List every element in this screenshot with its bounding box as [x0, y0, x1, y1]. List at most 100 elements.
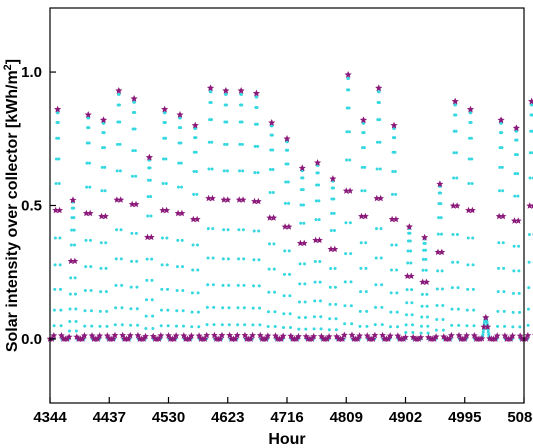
star-point: [329, 175, 337, 182]
dot-point: [436, 269, 440, 273]
star-point: [126, 331, 134, 339]
dot-point: [358, 324, 362, 328]
dot-point: [196, 310, 200, 314]
x-axis-ticks: 4344 4437 4530 4623 4716 4809 4902 4995 5088: [33, 397, 533, 426]
dot-point: [150, 257, 154, 261]
dot-point: [424, 248, 428, 252]
dot-point: [103, 189, 107, 193]
dot-point: [226, 228, 230, 232]
dot-point: [58, 263, 62, 267]
star-point: [325, 333, 333, 340]
dot-point: [435, 287, 439, 291]
dot-point: [450, 286, 454, 290]
dot-point: [344, 252, 348, 256]
dot-point: [103, 165, 107, 169]
dot-point: [56, 121, 60, 125]
dot-point: [243, 323, 247, 327]
dot-point: [85, 161, 89, 165]
dot-point: [389, 291, 393, 295]
dot-point: [136, 323, 140, 327]
dot-point: [297, 300, 301, 304]
dot-point: [527, 232, 531, 236]
dot-point: [450, 323, 454, 327]
dot-point: [349, 252, 353, 256]
star-point: [438, 248, 446, 256]
dot-point: [236, 283, 240, 287]
dot-point: [313, 259, 317, 263]
dot-point: [74, 329, 78, 333]
dot-point: [268, 191, 272, 195]
dot-point: [73, 243, 77, 247]
dot-point: [333, 285, 337, 289]
star-point: [468, 206, 476, 214]
dot-point: [452, 151, 456, 155]
dot-point: [257, 229, 261, 233]
dot-point: [466, 287, 470, 291]
star-point: [115, 87, 123, 94]
dot-point: [317, 218, 321, 222]
dot-point: [466, 236, 470, 240]
dot-point: [481, 332, 485, 336]
dot-point: [425, 292, 429, 296]
dot-point: [175, 289, 179, 293]
dot-point: [57, 181, 61, 185]
dot-point: [452, 176, 456, 180]
dot-point: [205, 305, 209, 309]
dot-point: [359, 241, 363, 245]
dot-point: [104, 241, 108, 245]
dot-point: [312, 315, 316, 319]
dot-point: [240, 120, 244, 124]
dot-point: [252, 258, 256, 262]
star-point: [249, 331, 257, 339]
dot-point: [512, 244, 516, 248]
star-point: [79, 335, 86, 342]
dot-point: [270, 124, 274, 128]
dot-point: [512, 269, 516, 273]
dot-point: [328, 302, 332, 306]
dot-point: [389, 268, 393, 272]
dot-point: [406, 249, 410, 253]
dot-point: [405, 288, 409, 292]
dot-point: [59, 287, 63, 291]
dot-point: [207, 140, 211, 144]
dot-point: [271, 148, 275, 152]
dot-point: [135, 259, 139, 263]
dot-point: [317, 199, 321, 203]
star-point: [109, 335, 117, 342]
dot-point: [297, 327, 301, 331]
dot-point: [284, 180, 288, 184]
dot-point: [481, 330, 485, 334]
star-point: [360, 116, 367, 124]
dot-point: [119, 228, 123, 232]
dot-point: [105, 324, 109, 328]
dot-point: [349, 280, 353, 284]
dot-point: [362, 146, 366, 150]
star-point: [111, 331, 119, 339]
y-tick-label: 0.5: [21, 198, 42, 215]
dot-point: [179, 161, 183, 165]
star-point: [132, 200, 140, 208]
dot-point: [396, 325, 400, 329]
dot-point: [120, 323, 124, 327]
dot-point: [268, 167, 272, 171]
dot-point: [210, 167, 214, 171]
x-tick-label: 5088: [507, 409, 533, 426]
star-point: [300, 239, 308, 247]
dot-point: [347, 106, 351, 110]
dot-point: [194, 127, 198, 131]
dot-point: [181, 309, 185, 313]
dot-point: [70, 228, 74, 232]
dot-point: [191, 268, 195, 272]
dot-point: [511, 325, 515, 329]
dot-point: [67, 329, 71, 333]
dot-point: [267, 310, 271, 314]
dot-point: [130, 231, 134, 235]
star-point: [361, 212, 369, 220]
dot-point: [53, 263, 57, 267]
dot-point: [163, 121, 167, 125]
dot-point: [470, 181, 474, 185]
dot-point: [227, 306, 231, 310]
dot-point: [511, 310, 515, 314]
dot-point: [257, 258, 261, 262]
dot-point: [363, 189, 367, 193]
